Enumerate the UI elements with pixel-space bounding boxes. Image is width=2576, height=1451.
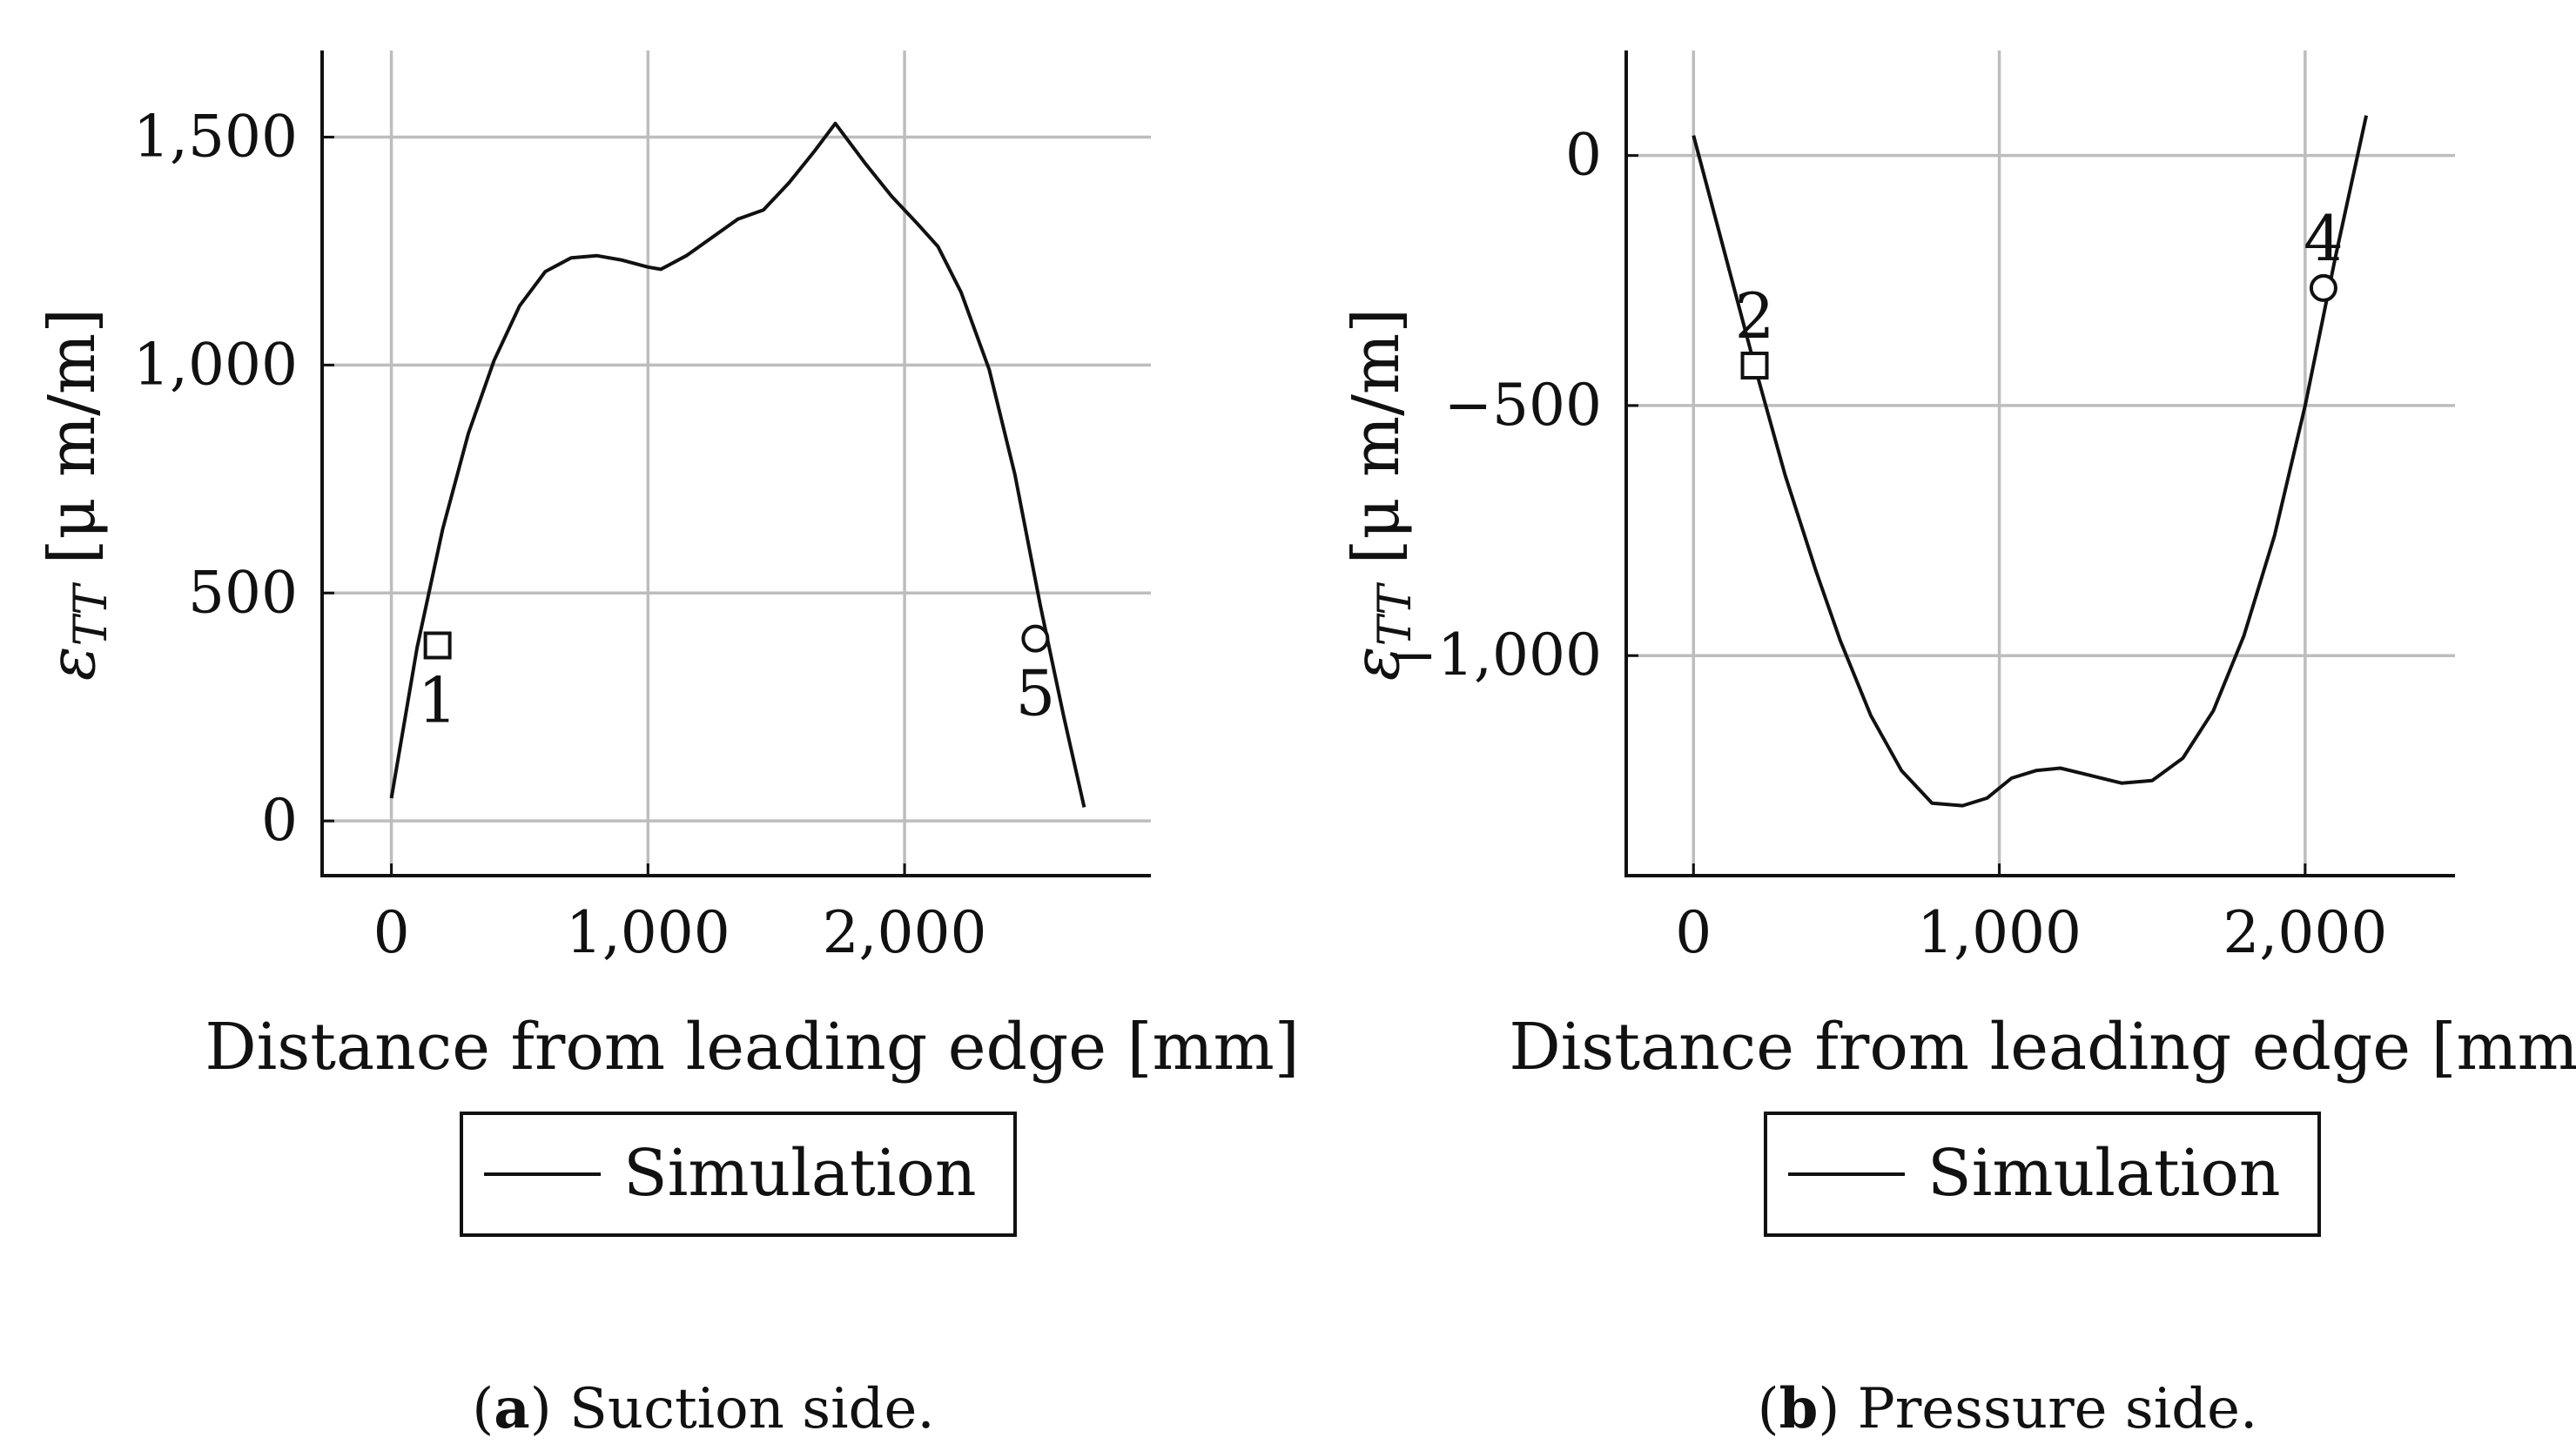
y-tick-label: −500 xyxy=(1444,372,1602,439)
series-line-simulation xyxy=(389,121,1086,808)
legend-label: Simulation xyxy=(623,1136,977,1211)
panel-a: 0 1,000 2,000 0 500 1,000 1,500 Distance from l… xyxy=(35,50,1300,1441)
x-axis-label: Distance from leading edge [mm] xyxy=(205,1010,1299,1085)
marker-label: 5 xyxy=(1015,657,1055,730)
y-axis-label: εTT [μ m/m] xyxy=(1339,308,1422,681)
x-tick-label: 2,000 xyxy=(2223,899,2387,966)
square-marker xyxy=(423,631,452,660)
x-tick-label: 0 xyxy=(1675,899,1712,966)
y-tick-label: 0 xyxy=(261,787,298,854)
axes-frame xyxy=(1624,50,2455,877)
y-tick-label: 1,000 xyxy=(133,331,298,398)
panel-caption: (a) Suction side. xyxy=(472,1376,934,1441)
panel-b: 0 1,000 2,000 0 −500 −1,000 Distance from lead… xyxy=(1339,50,2576,1441)
x-tick-label: 1,000 xyxy=(566,899,730,966)
square-marker xyxy=(1740,351,1769,380)
axes-frame xyxy=(320,50,1151,877)
circle-marker xyxy=(1021,624,1050,653)
circle-marker xyxy=(2309,273,2337,302)
y-axis-label: εTT [μ m/m] xyxy=(35,308,118,681)
marker-label: 1 xyxy=(418,664,458,737)
x-tick-label: 2,000 xyxy=(823,899,987,966)
panel-caption: (b) Pressure side. xyxy=(1758,1376,2258,1441)
y-tick-label: 0 xyxy=(1565,122,1602,189)
legend-label: Simulation xyxy=(1927,1136,2281,1211)
series-line-simulation xyxy=(1692,115,2369,808)
marker-label: 2 xyxy=(1735,279,1775,353)
y-tick-label: −1,000 xyxy=(1389,621,1602,689)
x-tick-label: 1,000 xyxy=(1917,899,2082,966)
x-tick-label: 0 xyxy=(373,899,410,966)
marker-label: 4 xyxy=(2304,202,2344,275)
x-axis-label: Distance from leading edge [mm] xyxy=(1509,1010,2576,1085)
y-tick-label: 500 xyxy=(188,559,298,626)
y-tick-label: 1,500 xyxy=(133,104,298,171)
